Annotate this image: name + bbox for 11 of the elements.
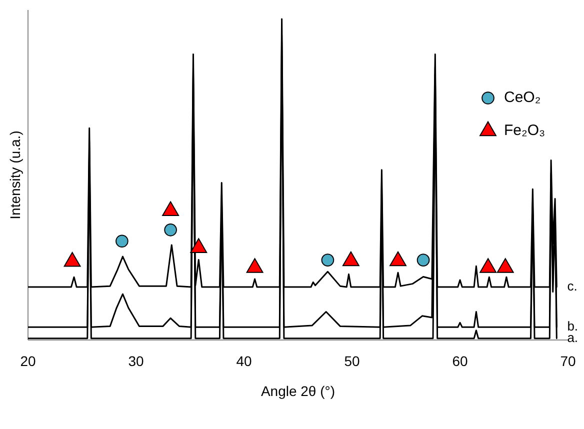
x-tick-label: 60 xyxy=(452,353,468,369)
y-axis-title: Intensity (u.a.) xyxy=(7,130,23,220)
x-axis-title: Angle 2θ (°) xyxy=(260,383,336,399)
series-label: c. xyxy=(567,278,578,294)
legend-label: CeO₂ xyxy=(504,88,541,106)
x-tick-label: 30 xyxy=(128,353,144,369)
x-tick-label: 20 xyxy=(20,353,36,369)
x-tick-label: 40 xyxy=(236,353,252,369)
legend-label: Fe₂O₃ xyxy=(504,122,546,139)
x-tick-label: 70 xyxy=(560,353,576,369)
x-tick-label: 50 xyxy=(344,353,360,369)
